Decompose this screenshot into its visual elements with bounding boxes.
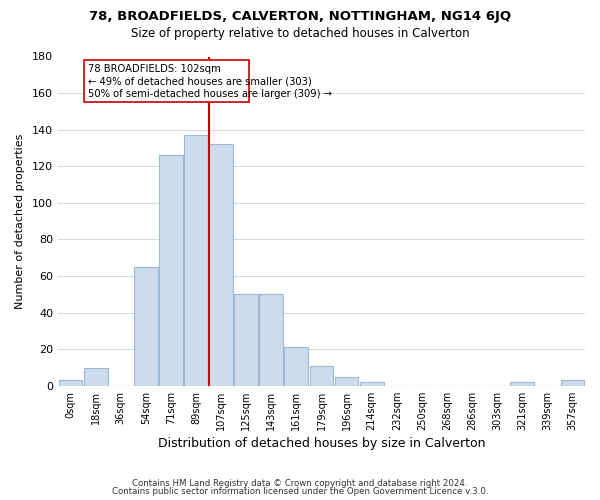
Y-axis label: Number of detached properties: Number of detached properties xyxy=(15,134,25,309)
X-axis label: Distribution of detached houses by size in Calverton: Distribution of detached houses by size … xyxy=(158,437,485,450)
Bar xyxy=(83,368,107,386)
Bar xyxy=(184,135,208,386)
Text: Contains public sector information licensed under the Open Government Licence v.: Contains public sector information licen… xyxy=(112,487,488,496)
Bar xyxy=(59,380,82,386)
Bar xyxy=(134,267,158,386)
Bar xyxy=(159,156,183,386)
Text: 78 BROADFIELDS: 102sqm: 78 BROADFIELDS: 102sqm xyxy=(88,64,221,74)
Bar xyxy=(259,294,283,386)
Text: Size of property relative to detached houses in Calverton: Size of property relative to detached ho… xyxy=(131,28,469,40)
Text: ← 49% of detached houses are smaller (303): ← 49% of detached houses are smaller (30… xyxy=(88,76,312,86)
Bar xyxy=(335,376,358,386)
Bar xyxy=(560,380,584,386)
Bar xyxy=(310,366,334,386)
FancyBboxPatch shape xyxy=(84,60,248,102)
Bar xyxy=(209,144,233,386)
Text: Contains HM Land Registry data © Crown copyright and database right 2024.: Contains HM Land Registry data © Crown c… xyxy=(132,478,468,488)
Bar xyxy=(234,294,258,386)
Bar xyxy=(284,348,308,386)
Bar xyxy=(360,382,383,386)
Text: 78, BROADFIELDS, CALVERTON, NOTTINGHAM, NG14 6JQ: 78, BROADFIELDS, CALVERTON, NOTTINGHAM, … xyxy=(89,10,511,23)
Bar xyxy=(511,382,534,386)
Text: 50% of semi-detached houses are larger (309) →: 50% of semi-detached houses are larger (… xyxy=(88,90,332,100)
